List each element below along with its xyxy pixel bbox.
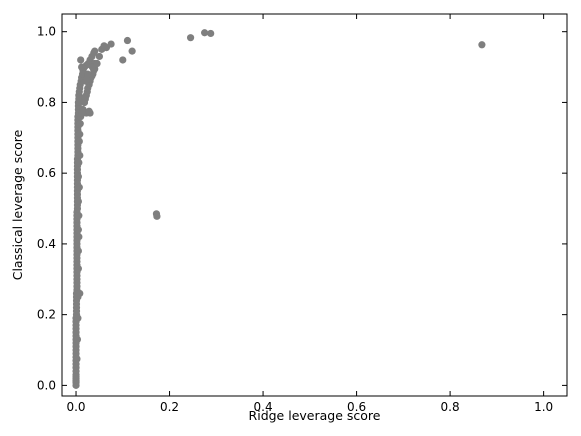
x-tick-label: 0.6 — [347, 400, 366, 414]
y-axis-label: Classical leverage score — [10, 129, 25, 280]
data-point — [119, 56, 127, 64]
data-point — [72, 372, 80, 381]
data-point — [74, 226, 82, 234]
y-tick-label: 0.4 — [37, 237, 56, 251]
data-point — [73, 355, 81, 363]
points-layer — [72, 29, 486, 389]
x-tick-label: 0.8 — [441, 400, 460, 414]
data-point — [95, 52, 104, 61]
y-tick-label: 0.2 — [37, 308, 56, 322]
data-point — [74, 247, 82, 255]
data-point — [80, 98, 89, 107]
data-point — [128, 47, 136, 55]
data-point — [74, 314, 82, 322]
data-point — [107, 40, 115, 48]
data-point — [75, 212, 83, 220]
data-point — [75, 137, 83, 145]
data-point — [78, 63, 86, 71]
plot-frame — [61, 13, 568, 397]
data-point — [75, 233, 83, 241]
data-point — [76, 120, 84, 128]
x-tick-label: 0.2 — [160, 400, 179, 414]
x-tick-label: 0.0 — [66, 400, 85, 414]
data-point — [77, 56, 85, 64]
x-axis-label: Ridge leverage score — [249, 408, 381, 423]
data-point — [75, 183, 83, 191]
data-point — [83, 75, 91, 84]
data-point — [84, 70, 92, 78]
data-point — [207, 29, 215, 38]
data-point — [76, 151, 84, 160]
data-point — [76, 130, 84, 138]
data-point — [91, 47, 99, 55]
data-point — [81, 93, 89, 101]
y-tick-label: 0.6 — [37, 166, 56, 180]
y-tick-label: 1.0 — [37, 25, 56, 39]
x-tick-label: 0.4 — [254, 400, 273, 414]
data-point — [93, 59, 101, 68]
x-tick-label: 1.0 — [534, 400, 553, 414]
data-point — [478, 41, 486, 49]
data-point — [85, 107, 93, 115]
y-tick-label: 0.8 — [37, 95, 56, 109]
data-point — [75, 158, 83, 167]
data-point — [153, 212, 161, 220]
data-point — [74, 265, 82, 273]
data-point — [186, 34, 195, 42]
data-point — [201, 29, 209, 37]
data-point — [76, 289, 84, 298]
data-point — [74, 173, 82, 181]
data-point — [123, 36, 132, 45]
y-tick-label: 0.0 — [37, 378, 56, 392]
axis-ticks: 0.0 0.2 0.4 0.6 0.8 1.0 0.0 0.2 0.4 0.6 0.8 1.0 — [37, 14, 567, 414]
data-point — [74, 197, 82, 206]
data-point — [73, 335, 82, 344]
